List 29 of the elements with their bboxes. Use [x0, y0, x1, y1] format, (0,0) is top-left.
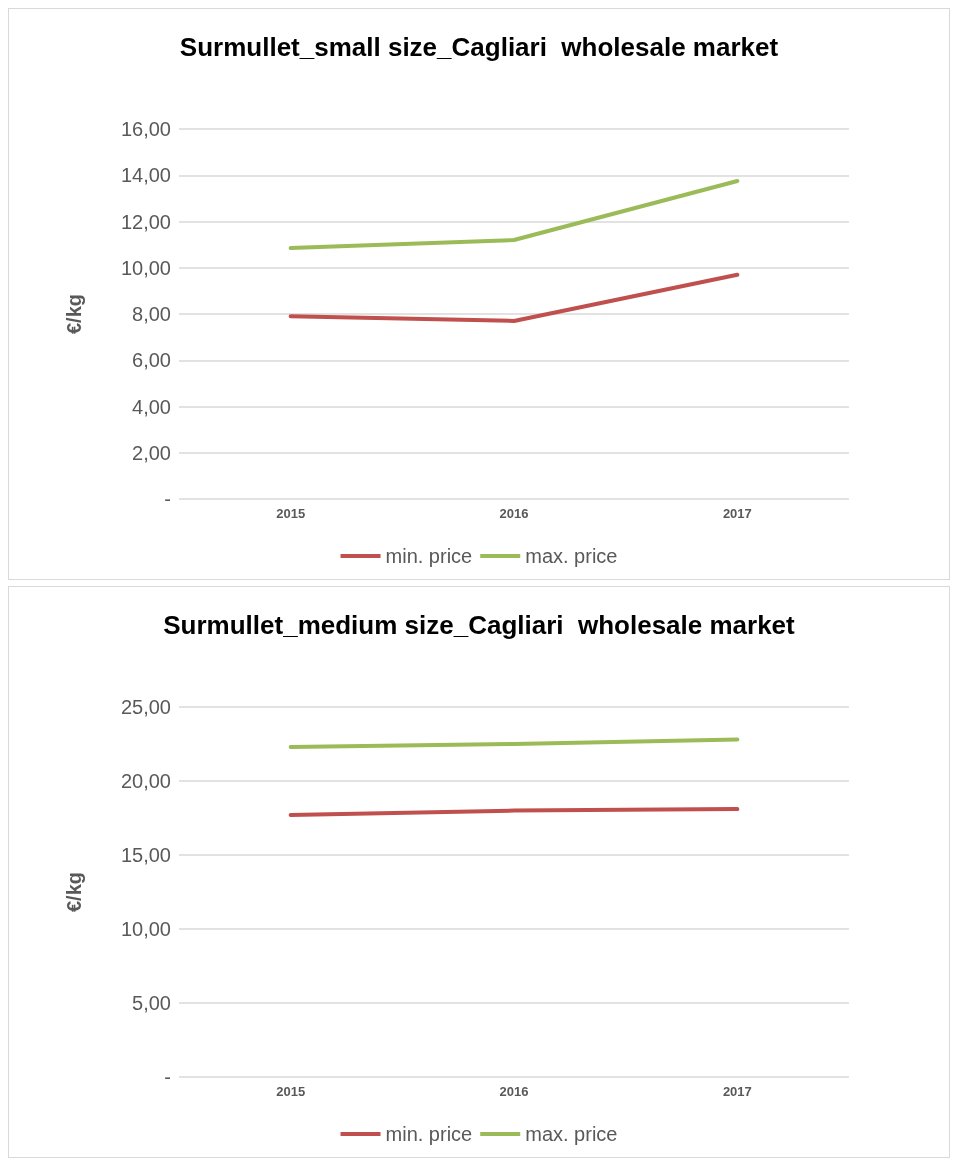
y-tick-label: 10,00	[120, 918, 171, 940]
y-tick-label: 12,00	[120, 210, 171, 233]
y-tick-label: 6,00	[132, 349, 171, 372]
y-tick-label: -	[164, 1066, 171, 1088]
y-tick-label: 25,00	[120, 696, 171, 718]
y-axis-title: €/kg	[63, 293, 85, 335]
y-tick-label: 8,00	[132, 303, 171, 325]
legend-label: max. price	[525, 545, 618, 567]
legend-label: min. price	[385, 1123, 473, 1145]
y-tick-label: 5,00	[132, 992, 171, 1014]
x-tick-label: 2017	[722, 1084, 752, 1099]
y-tick-label: -	[164, 488, 171, 510]
y-tick-label: 10,00	[120, 256, 171, 279]
y-tick-label: 4,00	[132, 395, 171, 418]
legend-label: min. price	[385, 545, 473, 567]
legend-label: max. price	[525, 1123, 618, 1145]
x-tick-label: 2015	[276, 1084, 306, 1099]
y-tick-label: 15,00	[120, 844, 171, 866]
x-tick-label: 2015	[276, 506, 306, 521]
chart-title: Surmullet_small size_Cagliari wholesale market	[179, 32, 779, 62]
y-tick-label: 14,00	[120, 164, 171, 187]
x-tick-label: 2017	[722, 506, 752, 521]
x-tick-label: 2016	[499, 1084, 529, 1099]
x-tick-label: 2016	[499, 506, 529, 521]
y-axis-title: €/kg	[63, 871, 85, 913]
y-tick-label: 2,00	[132, 441, 171, 464]
chart-title: Surmullet_medium size_Cagliari wholesale market	[163, 610, 796, 640]
y-tick-label: 16,00	[120, 118, 171, 140]
y-tick-label: 20,00	[120, 770, 171, 792]
